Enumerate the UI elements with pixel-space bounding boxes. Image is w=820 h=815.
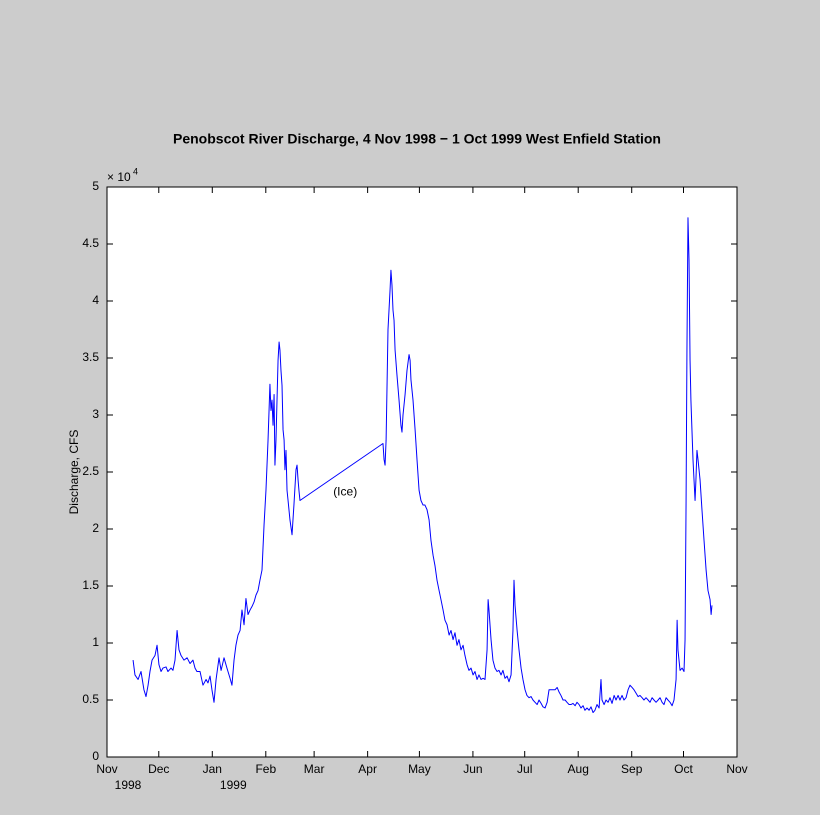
y-tick-label: 4 — [92, 293, 99, 307]
y-tick-label: 1 — [92, 635, 99, 649]
series-line — [132, 217, 713, 714]
x-tick-label: Jul — [517, 762, 532, 776]
y-multiplier: × 10 — [107, 170, 131, 184]
y-tick-label: 5 — [92, 179, 99, 193]
x-tick-label: Aug — [568, 762, 589, 776]
x-tick-label: Feb — [255, 762, 276, 776]
y-tick-label: 0.5 — [82, 692, 99, 706]
y-tick-label: 1.5 — [82, 578, 99, 592]
x-year-label: 1999 — [220, 778, 247, 792]
y-tick-label: 0 — [92, 749, 99, 763]
y-tick-label: 4.5 — [82, 236, 99, 250]
x-tick-label: Oct — [674, 762, 693, 776]
x-tick-label: Sep — [621, 762, 643, 776]
y-tick-label: 3 — [92, 407, 99, 421]
x-tick-label: Nov — [726, 762, 747, 776]
x-tick-label: Nov — [96, 762, 117, 776]
chart-title: Penobscot River Discharge, 4 Nov 1998 − … — [173, 131, 661, 147]
y-tick-label: 2.5 — [82, 464, 99, 478]
y-tick-label: 2 — [92, 521, 99, 535]
plot-area — [106, 186, 738, 758]
y-multiplier-exponent: 4 — [133, 166, 138, 176]
x-tick-label: Dec — [148, 762, 169, 776]
x-year-label: 1998 — [115, 778, 142, 792]
x-tick-label: Mar — [304, 762, 325, 776]
annotation: (Ice) — [333, 485, 357, 499]
x-tick-label: May — [408, 762, 431, 776]
x-tick-label: Jun — [463, 762, 482, 776]
y-axis-label: Discharge, CFS — [67, 430, 81, 515]
y-tick-label: 3.5 — [82, 350, 99, 364]
x-tick-label: Jan — [203, 762, 222, 776]
x-tick-label: Apr — [358, 762, 377, 776]
